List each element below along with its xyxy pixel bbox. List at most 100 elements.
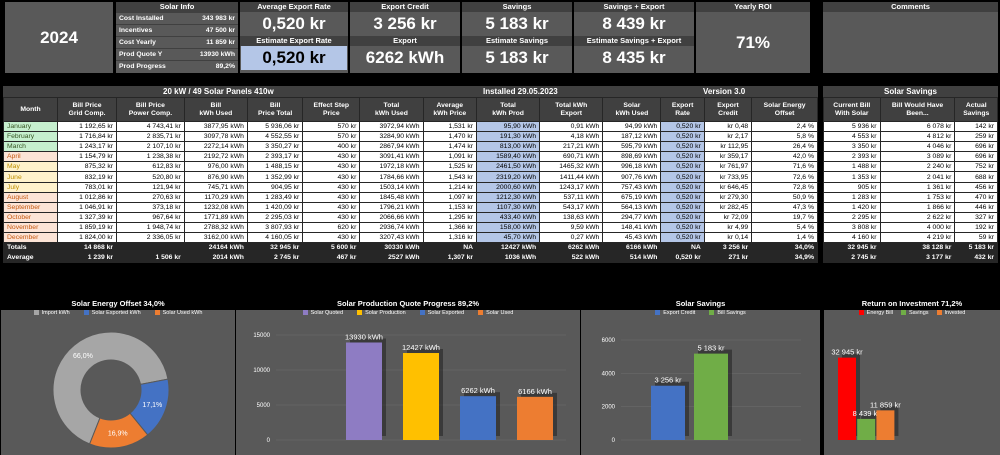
table-cell: kr 2,17 — [703, 131, 753, 143]
table-row: 905 kr 1 361 kr 456 kr — [823, 181, 998, 193]
bar-label: 12427 kWh — [402, 343, 440, 352]
roi-chart: Return on Investment 71,2% Energy Bill Sa… — [823, 299, 1000, 455]
table-cell: 1 948,74 kr — [116, 221, 185, 234]
table-cell: 1 283 kr — [823, 191, 881, 203]
solar-info-value: 343 983 kr — [202, 15, 235, 22]
table-cell: 430 kr — [302, 161, 361, 173]
table-cell: 4 046 kr — [879, 141, 956, 153]
table-cell: 996,18 kWh — [602, 161, 662, 173]
savings-chart-title: Solar Savings — [675, 299, 726, 308]
kpi-panel: Average Export Rate 0,520 kr Estimate Ex… — [240, 2, 820, 73]
table-cell: 2 835,71 kr — [116, 131, 185, 143]
table-cell: 1 488 kr — [823, 161, 881, 173]
legend-item: Invested — [936, 310, 965, 316]
table-cell: kr 279,30 — [703, 191, 753, 203]
avg-export-rate-label: Average Export Rate — [240, 2, 348, 12]
table-cell: 9,59 kWh — [539, 221, 604, 234]
table-cell: 6166 kWh — [602, 242, 662, 254]
table-cell: 875,32 kr — [57, 161, 118, 173]
table-cell: 570 kr — [302, 120, 361, 133]
column-header: Actual Savings — [954, 97, 998, 122]
solar-info-row: Prod Quote Y 13930 kWh — [116, 48, 238, 60]
table-row: 2 393 kr 3 089 kr 696 kr — [823, 151, 998, 163]
table-cell: 2 041 kr — [879, 171, 956, 183]
table-cell: 570 kr — [302, 131, 361, 143]
table-row: 1 353 kr 2 041 kr 688 kr — [823, 171, 998, 183]
table-cell: 1 353 kr — [823, 171, 881, 183]
table-cell: 158,00 kWh — [476, 221, 541, 234]
table-cell: 72,6 % — [751, 171, 818, 183]
month-cell: November — [2, 221, 59, 234]
table-cell: 898,69 kWh — [602, 151, 662, 163]
table-cell: 2788,32 kWh — [183, 221, 248, 234]
table-cell: 138,63 kWh — [539, 211, 604, 223]
table-cell: 1 283,49 kr — [246, 191, 304, 203]
month-cell: February — [2, 131, 59, 143]
table-cell: 5 600 kr — [302, 242, 361, 254]
table-row: 2 295 kr 2 622 kr 327 kr — [823, 211, 998, 223]
legend-swatch — [357, 310, 363, 316]
table-cell: 2 240 kr — [879, 161, 956, 173]
table-cell: 0,520 kr — [660, 120, 705, 133]
table-header-row: Month Bill Price Grid Comp. Bill Price Power… — [2, 97, 818, 122]
table-cell: 47,3 % — [751, 201, 818, 213]
table-cell: 2461,50 kWh — [476, 161, 541, 173]
table-cell: 688 kr — [954, 171, 998, 183]
table-cell: 4 160 kr — [823, 232, 881, 244]
solar-info-key: Cost Yearly — [119, 39, 156, 46]
est-savings-export: 8 435 kr — [602, 48, 666, 67]
table-cell: 0,520 kr — [660, 201, 705, 213]
table-cell: 1,097 kr — [422, 191, 478, 203]
table-cell: 2 745 kr — [246, 252, 304, 264]
table-row: August 1 012,86 kr 270,63 kr 1170,29 kWh 1 2… — [2, 191, 818, 203]
table-cell: 430 kr — [302, 181, 361, 193]
month-cell: April — [2, 151, 59, 163]
bar — [838, 357, 856, 440]
table-cell: 3162,00 kWh — [183, 232, 248, 244]
table-cell: 430 kr — [302, 201, 361, 213]
table-header-row: Current Bill With Solar Bill Would Have Bee… — [823, 97, 998, 122]
table-cell: 832,19 kr — [57, 171, 118, 183]
column-header: Total kWh Export — [539, 97, 604, 122]
table-cell: 1589,40 kWh — [476, 151, 541, 163]
table-cell: 34,9% — [751, 252, 818, 264]
table-cell: 1,091 kr — [422, 151, 478, 163]
table-cell: 4 553 kr — [823, 131, 881, 143]
table-cell: kr 4,99 — [703, 221, 753, 234]
savings-export-label: Savings + Export — [574, 2, 694, 12]
column-header: Export Credit — [703, 97, 753, 122]
table-cell: 876,90 kWh — [183, 171, 248, 183]
table-cell: 976,00 kWh — [183, 161, 248, 173]
table-cell: 0,520 kr — [660, 141, 705, 153]
table-cell: 1771,89 kWh — [183, 211, 248, 223]
table-cell: 148,41 kWh — [602, 221, 662, 234]
table-cell: 1170,29 kWh — [183, 191, 248, 203]
legend-item: Solar Exported kWh — [83, 310, 141, 316]
table-cell: 1 243,17 kr — [57, 141, 118, 153]
table-cell: 1,525 kr — [422, 161, 478, 173]
table-cell: kr 0,48 — [703, 120, 753, 133]
table-cell: 45,70 kWh — [476, 232, 541, 244]
legend-swatch — [709, 310, 715, 316]
table-cell: 1 327,39 kr — [57, 211, 118, 223]
table-cell: 1,214 kr — [422, 181, 478, 193]
table-row: October 1 327,39 kr 967,64 kr 1771,89 kWh 2 … — [2, 211, 818, 223]
table-cell: 0,520 kr — [660, 221, 705, 234]
table-row: February 1 716,84 kr 2 835,71 kr 3097,78 kW… — [2, 131, 818, 143]
column-header: Bill kWh Used — [183, 97, 248, 122]
table-cell: 537,11 kWh — [539, 191, 604, 203]
column-header: Export Rate — [660, 97, 705, 122]
solar-info-key: Cost Installed — [119, 15, 164, 22]
column-header: Bill Price Power Comp. — [116, 97, 185, 122]
solar-info-value: 89,2% — [215, 63, 235, 70]
table-cell: 2 393,17 kr — [246, 151, 304, 163]
bar — [857, 418, 876, 440]
bar-label: 5 183 kr — [697, 344, 725, 353]
table-cell: 1 239 kr — [57, 252, 118, 264]
average-row: 2 745 kr 3 177 kr 432 kr — [823, 252, 998, 264]
table-cell: 14 868 kr — [57, 242, 118, 254]
table-row: January 1 192,65 kr 4 743,41 kr 3877,95 kWh… — [2, 120, 818, 133]
table-cell: 0,520 kr — [660, 151, 705, 163]
month-cell: October — [2, 211, 59, 223]
table-cell: 38 128 kr — [879, 242, 956, 254]
